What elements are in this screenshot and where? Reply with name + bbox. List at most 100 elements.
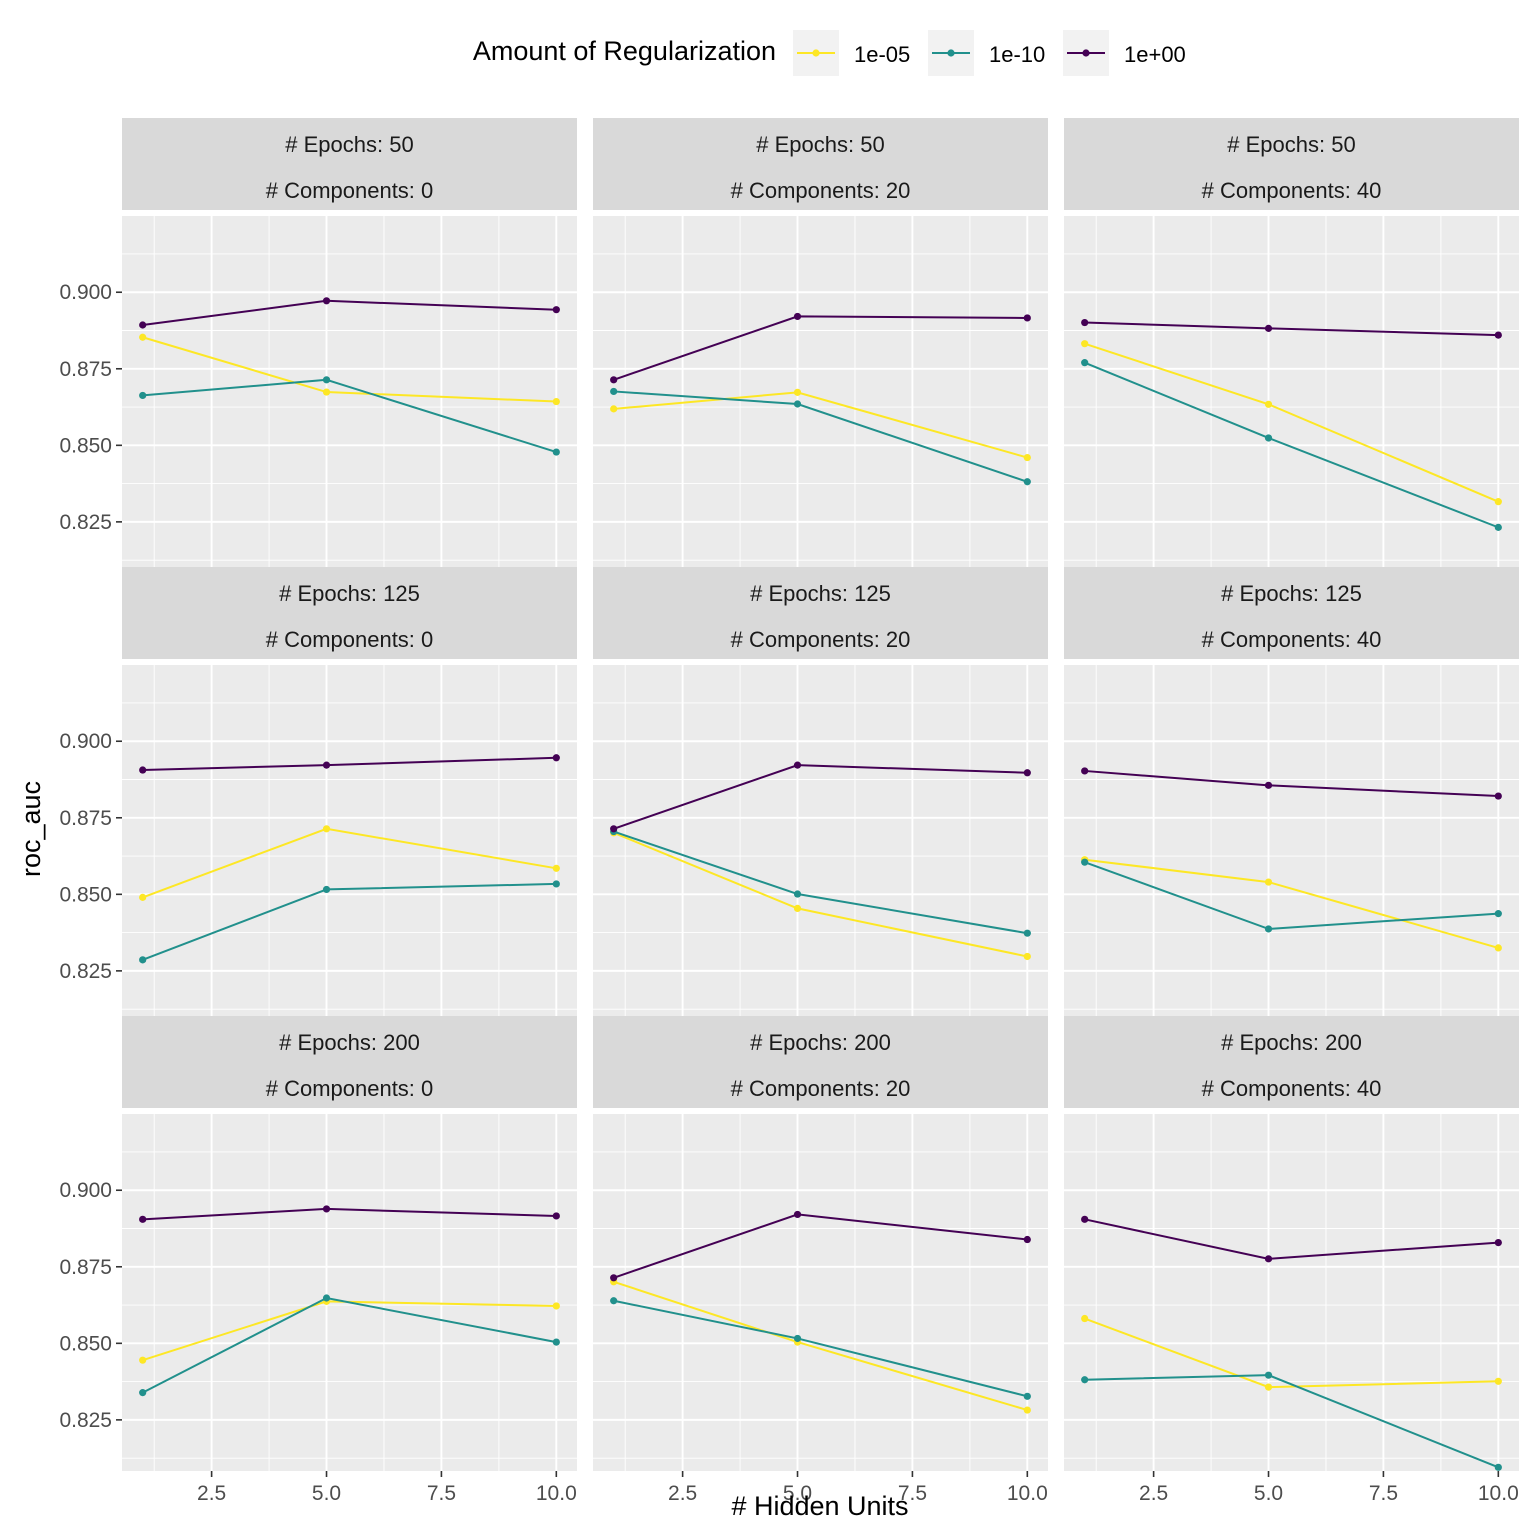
facet-strip (122, 1016, 577, 1108)
data-point-1e-10 (1264, 1371, 1273, 1379)
legend-label: 1e-05 (854, 42, 910, 67)
data-point-1e-05 (139, 893, 147, 901)
data-point-1e+00 (1023, 314, 1031, 322)
data-point-1e-10 (322, 885, 331, 894)
y-tick-label: 0.875 (59, 807, 112, 830)
data-point-1e-10 (1023, 1392, 1031, 1400)
facet-panel: # Epochs: 50 # Components: 20 (593, 118, 1048, 573)
strip-label-components: # Components: 40 (1202, 1076, 1382, 1101)
data-point-1e-05 (552, 397, 560, 406)
data-point-1e+00 (139, 766, 147, 774)
legend-entries: 1e-05 1e-10 1e+00 (793, 30, 1186, 76)
data-point-1e-10 (552, 1338, 560, 1346)
strip-label-epochs: # Epochs: 200 (279, 1030, 420, 1055)
y-axis-title: roc_auc (16, 781, 46, 877)
data-point-1e-10 (1081, 1376, 1089, 1384)
facet-strip (593, 1016, 1048, 1108)
x-tick-label: 10.0 (1007, 1482, 1048, 1505)
panel-background (593, 1114, 1048, 1471)
data-point-1e-05 (610, 405, 618, 413)
legend-entry-1e+00: 1e+00 (1063, 30, 1186, 76)
data-point-1e-10 (1494, 523, 1502, 531)
data-point-1e-10 (139, 1389, 147, 1397)
data-point-1e-05 (1023, 453, 1031, 462)
strip-label-epochs: # Epochs: 50 (285, 132, 413, 157)
data-point-1e-05 (322, 825, 331, 833)
strip-label-epochs: # Epochs: 125 (279, 581, 420, 606)
x-axis-title: # Hidden Units (731, 1491, 908, 1521)
data-point-1e+00 (322, 297, 331, 305)
y-tick-label: 0.875 (59, 1256, 112, 1279)
facet-panels: # Epochs: 50# Components: 0# Epochs: 50#… (122, 118, 1519, 1471)
data-point-1e-05 (1494, 1377, 1502, 1385)
data-point-1e-05 (139, 1356, 147, 1364)
panel-background (122, 216, 577, 573)
data-point-1e-10 (793, 1334, 802, 1343)
panel-background (1064, 665, 1519, 1022)
data-point-1e+00 (552, 1212, 560, 1220)
y-tick-label: 0.900 (59, 730, 112, 753)
data-point-1e+00 (793, 761, 802, 769)
panel-background (1064, 1114, 1519, 1471)
data-point-1e-10 (139, 391, 147, 400)
data-point-1e+00 (610, 1274, 618, 1282)
legend-entry-1e-10: 1e-10 (928, 30, 1045, 76)
x-tick-label: 5.0 (312, 1482, 341, 1505)
facet-strip (1064, 567, 1519, 659)
y-tick-label: 0.875 (59, 358, 112, 381)
strip-label-components: # Components: 0 (266, 627, 434, 652)
data-point-1e+00 (1023, 1235, 1031, 1244)
strip-label-components: # Components: 20 (731, 178, 911, 203)
data-point-1e+00 (1264, 324, 1273, 332)
facet-strip (1064, 1016, 1519, 1108)
data-point-1e-05 (793, 388, 802, 396)
strip-label-components: # Components: 20 (731, 1076, 911, 1101)
data-point-1e-10 (322, 1294, 331, 1302)
facet-strip (593, 567, 1048, 659)
strip-label-epochs: # Epochs: 200 (750, 1030, 891, 1055)
facet-panel: # Epochs: 50 # Components: 0 (122, 118, 577, 573)
strip-label-epochs: # Epochs: 200 (1221, 1030, 1362, 1055)
legend-entry-1e-05: 1e-05 (793, 30, 910, 76)
data-point-1e+00 (552, 306, 560, 314)
legend-key-point (947, 49, 955, 57)
data-point-1e-10 (322, 376, 331, 384)
facet-strip (593, 118, 1048, 210)
data-point-1e+00 (1264, 1255, 1273, 1263)
data-point-1e+00 (610, 825, 618, 833)
facet-strip (122, 118, 577, 210)
panel-background (1064, 216, 1519, 573)
data-point-1e-05 (1264, 1383, 1273, 1391)
data-point-1e-10 (1494, 910, 1502, 918)
strip-label-epochs: # Epochs: 50 (756, 132, 884, 157)
x-tick-label: 2.5 (668, 1482, 697, 1505)
y-tick-label: 0.900 (59, 281, 112, 304)
data-point-1e-05 (552, 864, 560, 872)
data-point-1e-10 (1264, 925, 1273, 933)
facet-panel: # Epochs: 125 # Components: 0 (122, 567, 577, 1022)
data-point-1e+00 (552, 754, 560, 762)
data-point-1e-05 (1081, 340, 1089, 348)
data-point-1e+00 (793, 312, 802, 321)
data-point-1e-05 (322, 388, 331, 396)
facet-panel: # Epochs: 125 # Components: 40 (1064, 567, 1519, 1022)
facet-panel: # Epochs: 125 # Components: 20 (593, 567, 1048, 1022)
facet-panel: # Epochs: 200 # Components: 20 (593, 1016, 1048, 1471)
y-tick-label: 0.825 (59, 511, 112, 534)
x-tick-label: 10.0 (536, 1482, 577, 1505)
legend-key-point (812, 49, 820, 57)
data-point-1e+00 (139, 1215, 147, 1223)
legend-label: 1e+00 (1124, 42, 1186, 67)
data-point-1e-10 (1081, 359, 1089, 367)
y-axes: 0.825 0.850 0.875 0.900 0.825 0.850 0.875 0.900… (59, 281, 122, 1432)
strip-label-components: # Components: 0 (266, 178, 434, 203)
facet-panel: # Epochs: 50 # Components: 40 (1064, 118, 1519, 573)
data-point-1e-10 (1023, 929, 1031, 937)
y-tick-label: 0.825 (59, 1409, 112, 1432)
legend-key-point (1082, 49, 1090, 57)
strip-label-epochs: # Epochs: 50 (1227, 132, 1355, 157)
data-point-1e-10 (552, 880, 560, 888)
strip-label-components: # Components: 0 (266, 1076, 434, 1101)
data-point-1e+00 (1494, 1238, 1502, 1247)
